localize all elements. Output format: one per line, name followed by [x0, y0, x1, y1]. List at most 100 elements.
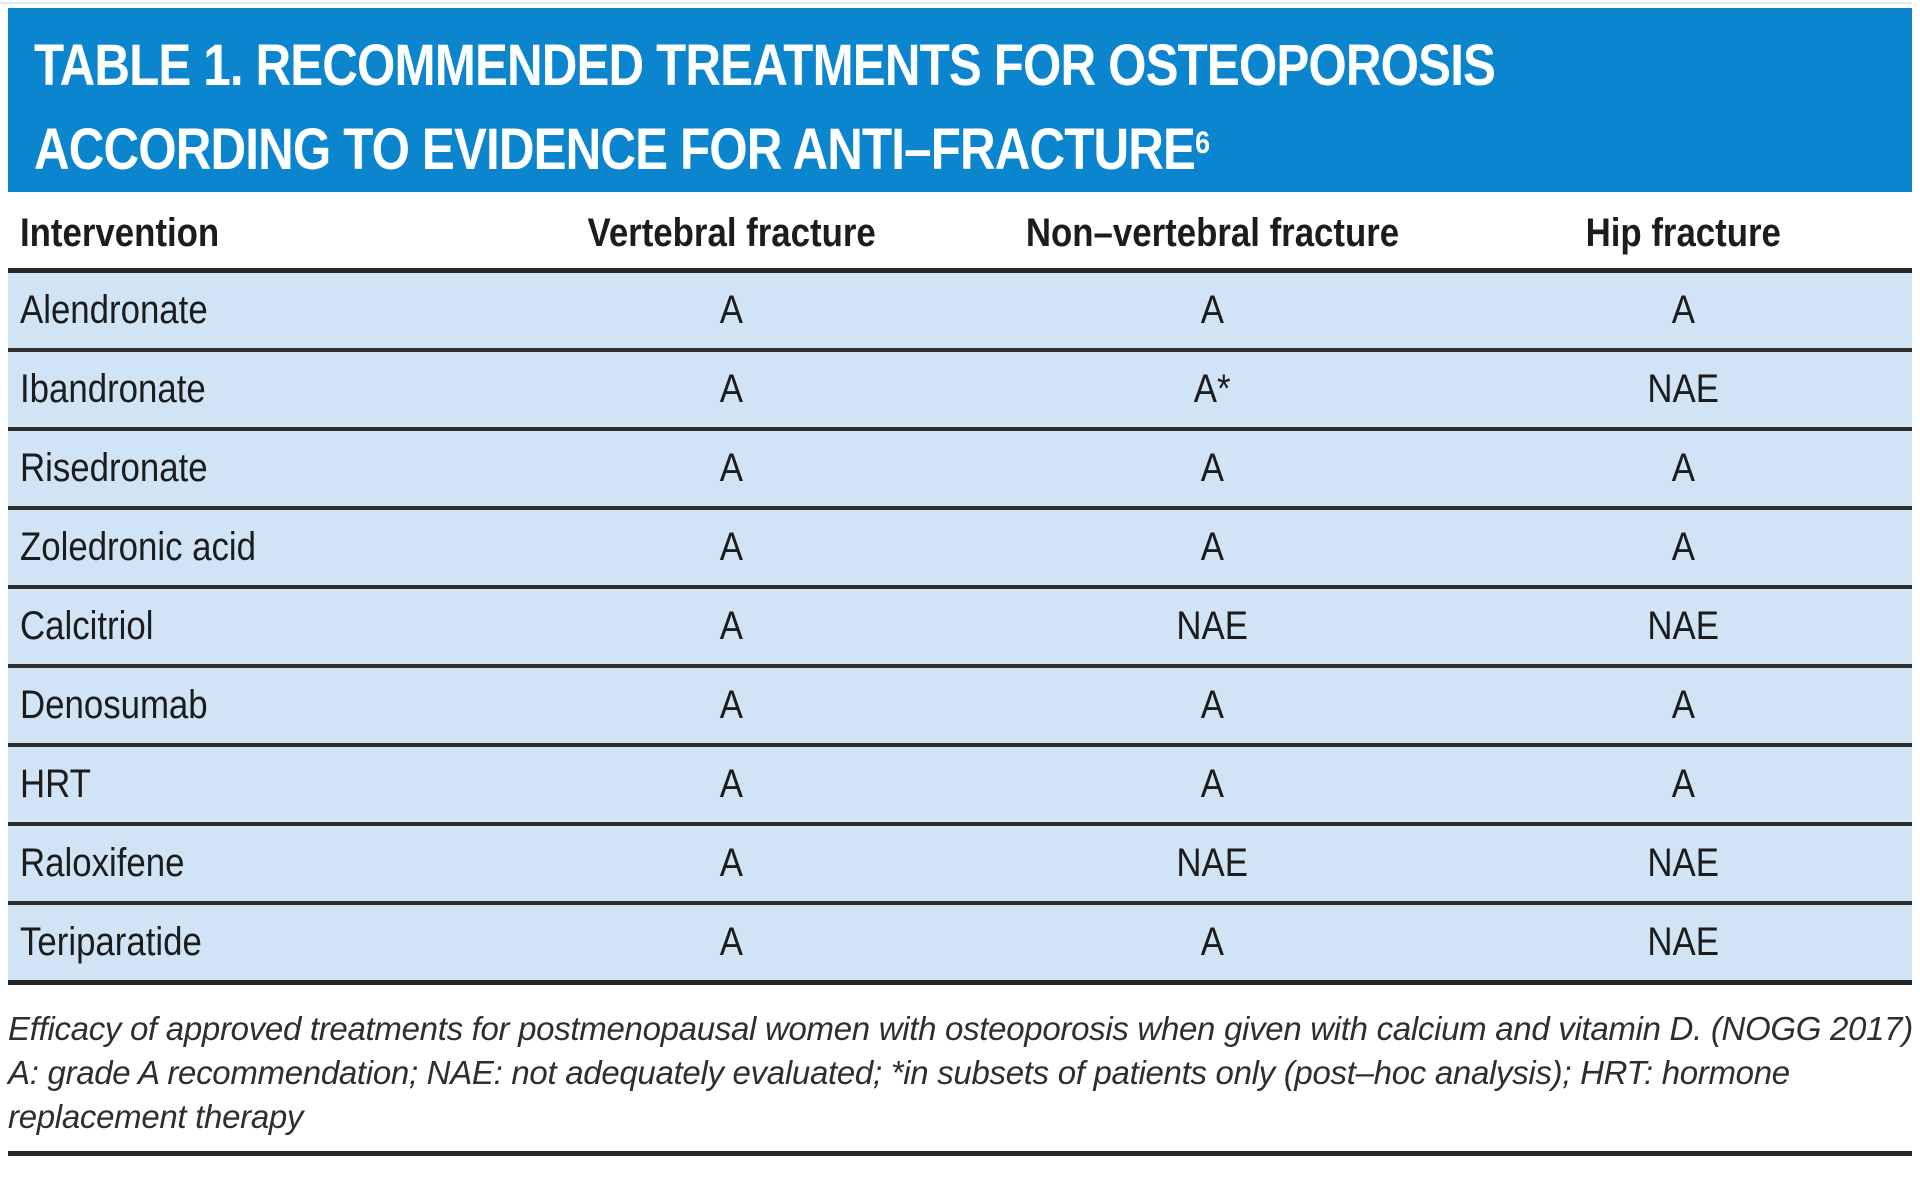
- col-header-label: Hip fracture: [1585, 210, 1782, 255]
- title-reference-superscript: 6: [1195, 124, 1210, 161]
- grade-value: NAE: [1647, 841, 1720, 885]
- grade-cell: A: [1455, 666, 1912, 747]
- grade-cell: A: [969, 508, 1456, 589]
- footnote-line-1: Efficacy of approved treatments for post…: [8, 1010, 1913, 1047]
- grade-value: A: [719, 446, 744, 490]
- grade-value: A: [719, 288, 744, 332]
- table-row: Alendronate A A A: [8, 270, 1912, 352]
- grade-value: NAE: [1647, 604, 1720, 648]
- intervention-cell: Ibandronate: [8, 350, 494, 431]
- intervention-label: Ibandronate: [20, 367, 206, 411]
- grade-cell: A: [493, 824, 970, 905]
- grade-value: A: [719, 367, 744, 411]
- grade-value: A: [719, 683, 744, 727]
- grade-cell: A: [493, 429, 970, 510]
- grade-cell: A: [493, 350, 970, 431]
- grade-cell: NAE: [1455, 350, 1912, 431]
- grade-value: A: [719, 604, 744, 648]
- col-header-non-vertebral-fracture: Non–vertebral fracture: [969, 192, 1456, 273]
- col-header-label: Intervention: [20, 210, 220, 255]
- grade-value: A: [1200, 525, 1224, 569]
- grade-cell: A: [493, 508, 970, 589]
- grade-value: A: [1200, 288, 1224, 332]
- table-title-line-2: ACCORDING TO EVIDENCE FOR ANTI–FRACTURE6: [34, 108, 1630, 192]
- intervention-cell: Calcitriol: [8, 587, 494, 668]
- footnote-line-3: replacement therapy: [8, 1098, 304, 1135]
- grade-cell: A: [493, 587, 970, 668]
- grade-cell: A*: [969, 350, 1456, 431]
- intervention-cell: Risedronate: [8, 429, 494, 510]
- grade-cell: A: [493, 270, 970, 352]
- bottom-rule: [8, 1151, 1912, 1156]
- grade-value: NAE: [1647, 367, 1720, 411]
- col-header-vertebral-fracture: Vertebral fracture: [493, 192, 970, 273]
- intervention-label: HRT: [20, 762, 91, 806]
- grade-value: A: [719, 841, 744, 885]
- grade-value: A: [719, 920, 744, 964]
- table-row: HRT A A A: [8, 745, 1912, 826]
- col-header-label: Non–vertebral fracture: [1025, 210, 1399, 255]
- table-row: Zoledronic acid A A A: [8, 508, 1912, 589]
- grade-cell: NAE: [1455, 903, 1912, 985]
- grade-cell: A: [493, 666, 970, 747]
- grade-value: A: [719, 525, 744, 569]
- grade-value: NAE: [1647, 920, 1720, 964]
- treatments-table: Intervention Vertebral fracture Non–vert…: [8, 192, 1912, 985]
- grade-cell: A: [1455, 745, 1912, 826]
- table-row: Teriparatide A A NAE: [8, 903, 1912, 985]
- grade-value: A: [1200, 683, 1224, 727]
- grade-value: A: [1200, 762, 1224, 806]
- intervention-cell: Zoledronic acid: [8, 508, 494, 589]
- intervention-label: Risedronate: [20, 446, 208, 490]
- grade-cell: A: [493, 745, 970, 826]
- grade-cell: A: [969, 903, 1456, 985]
- table-row: Ibandronate A A* NAE: [8, 350, 1912, 431]
- intervention-cell: Alendronate: [8, 270, 494, 352]
- grade-cell: A: [969, 270, 1456, 352]
- grade-value: A: [1671, 446, 1696, 490]
- grade-cell: A: [1455, 429, 1912, 510]
- table-title-band: TABLE 1. RECOMMENDED TREATMENTS FOR OSTE…: [8, 8, 1912, 192]
- intervention-label: Raloxifene: [20, 841, 185, 885]
- grade-cell: NAE: [1455, 587, 1912, 668]
- grade-cell: NAE: [969, 824, 1456, 905]
- grade-value: A*: [1193, 367, 1231, 411]
- grade-cell: A: [969, 429, 1456, 510]
- grade-value: A: [719, 762, 744, 806]
- table-footnote: Efficacy of approved treatments for post…: [8, 1007, 1913, 1139]
- grade-value: NAE: [1176, 841, 1249, 885]
- intervention-label: Teriparatide: [20, 920, 202, 964]
- grade-cell: A: [1455, 270, 1912, 352]
- grade-value: A: [1671, 288, 1696, 332]
- intervention-cell: HRT: [8, 745, 494, 826]
- col-header-hip-fracture: Hip fracture: [1455, 192, 1912, 273]
- page-top-border: [0, 2, 1912, 4]
- table-row: Risedronate A A A: [8, 429, 1912, 510]
- grade-cell: NAE: [1455, 824, 1912, 905]
- table-row: Denosumab A A A: [8, 666, 1912, 747]
- table-figure: TABLE 1. RECOMMENDED TREATMENTS FOR OSTE…: [8, 8, 1913, 1156]
- grade-cell: A: [969, 745, 1456, 826]
- intervention-cell: Raloxifene: [8, 824, 494, 905]
- header-row: Intervention Vertebral fracture Non–vert…: [8, 192, 1912, 273]
- intervention-label: Alendronate: [20, 288, 208, 332]
- table-row: Raloxifene A NAE NAE: [8, 824, 1912, 905]
- table-title-line-2-text: ACCORDING TO EVIDENCE FOR ANTI–FRACTURE: [34, 117, 1196, 182]
- intervention-cell: Teriparatide: [8, 903, 494, 985]
- grade-value: A: [1200, 920, 1224, 964]
- grade-cell: A: [1455, 508, 1912, 589]
- table-title-line-1: TABLE 1. RECOMMENDED TREATMENTS FOR OSTE…: [34, 33, 1496, 98]
- grade-value: A: [1671, 762, 1696, 806]
- grade-cell: NAE: [969, 587, 1456, 668]
- col-header-label: Vertebral fracture: [587, 210, 876, 255]
- grade-value: NAE: [1176, 604, 1249, 648]
- grade-value: A: [1200, 446, 1224, 490]
- col-header-intervention: Intervention: [8, 192, 494, 273]
- grade-value: A: [1671, 525, 1696, 569]
- grade-value: A: [1671, 683, 1696, 727]
- intervention-cell: Denosumab: [8, 666, 494, 747]
- grade-cell: A: [969, 666, 1456, 747]
- table-row: Calcitriol A NAE NAE: [8, 587, 1912, 668]
- grade-cell: A: [493, 903, 970, 985]
